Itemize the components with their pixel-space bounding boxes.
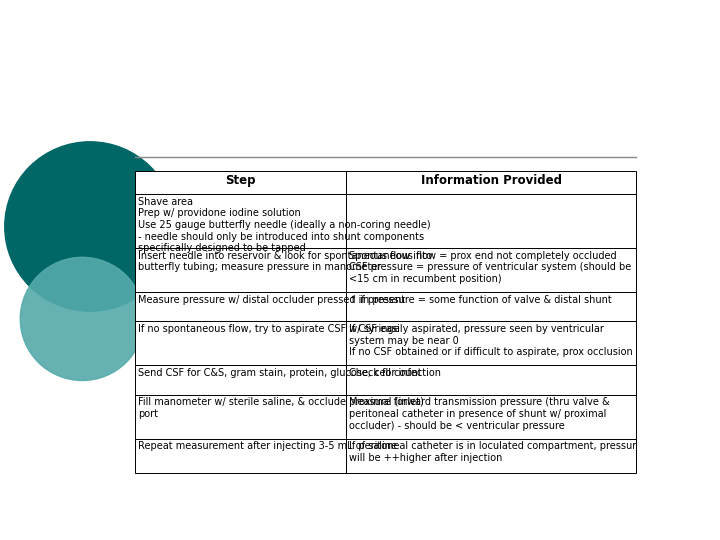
Text: Insert needle into reservoir & look for spontaneous flow into
butterfly tubing; : Insert needle into reservoir & look for … bbox=[138, 251, 432, 272]
Bar bbox=[135, 194, 346, 248]
Text: Fill manometer w/ sterile saline, & occlude proximal (inlet)
port: Fill manometer w/ sterile saline, & occl… bbox=[138, 397, 424, 419]
Text: Shunt Tap: Shunt Tap bbox=[156, 79, 327, 107]
Bar bbox=[346, 321, 636, 366]
Bar bbox=[346, 194, 636, 248]
Text: ↑ in pressure = some function of valve & distal shunt: ↑ in pressure = some function of valve &… bbox=[349, 295, 611, 305]
Bar bbox=[346, 438, 636, 473]
Text: Repeat measurement after injecting 3-5 mL of saline: Repeat measurement after injecting 3-5 m… bbox=[138, 441, 397, 451]
Bar bbox=[346, 171, 636, 194]
Text: Technique: Technique bbox=[156, 112, 329, 141]
Bar bbox=[135, 292, 346, 321]
Text: If CSF easily aspirated, pressure seen by ventricular
system may be near 0
If no: If CSF easily aspirated, pressure seen b… bbox=[349, 324, 633, 357]
Text: If no spontaneous flow, try to aspirate CSF w/ syringe: If no spontaneous flow, try to aspirate … bbox=[138, 324, 400, 334]
Text: If peritoneal catheter is in loculated compartment, pressure
will be ++higher af: If peritoneal catheter is in loculated c… bbox=[349, 441, 642, 463]
Text: Shave area
Prep w/ providone iodine solution
Use 25 gauge butterfly needle (idea: Shave area Prep w/ providone iodine solu… bbox=[138, 197, 431, 253]
Bar bbox=[135, 248, 346, 292]
Bar bbox=[135, 438, 346, 473]
Text: Spontaneous flow = prox end not completely occluded
CSF pressure = pressure of v: Spontaneous flow = prox end not complete… bbox=[349, 251, 631, 284]
Text: Measure forward transmission pressure (thru valve &
peritoneal catheter in prese: Measure forward transmission pressure (t… bbox=[349, 397, 609, 430]
Bar bbox=[135, 395, 346, 438]
Bar bbox=[346, 248, 636, 292]
Text: Step: Step bbox=[225, 174, 256, 187]
Circle shape bbox=[5, 142, 175, 311]
Bar bbox=[346, 292, 636, 321]
Bar bbox=[346, 395, 636, 438]
Text: Send CSF for C&S, gram stain, protein, glucose, cell count: Send CSF for C&S, gram stain, protein, g… bbox=[138, 368, 422, 378]
Text: Check for infection: Check for infection bbox=[349, 368, 441, 378]
Bar bbox=[135, 366, 346, 395]
Bar bbox=[135, 321, 346, 366]
Bar bbox=[346, 366, 636, 395]
Circle shape bbox=[20, 257, 144, 381]
Text: Measure pressure w/ distal occluder pressed if present: Measure pressure w/ distal occluder pres… bbox=[138, 295, 405, 305]
Bar bbox=[135, 171, 346, 194]
Text: Information Provided: Information Provided bbox=[420, 174, 562, 187]
